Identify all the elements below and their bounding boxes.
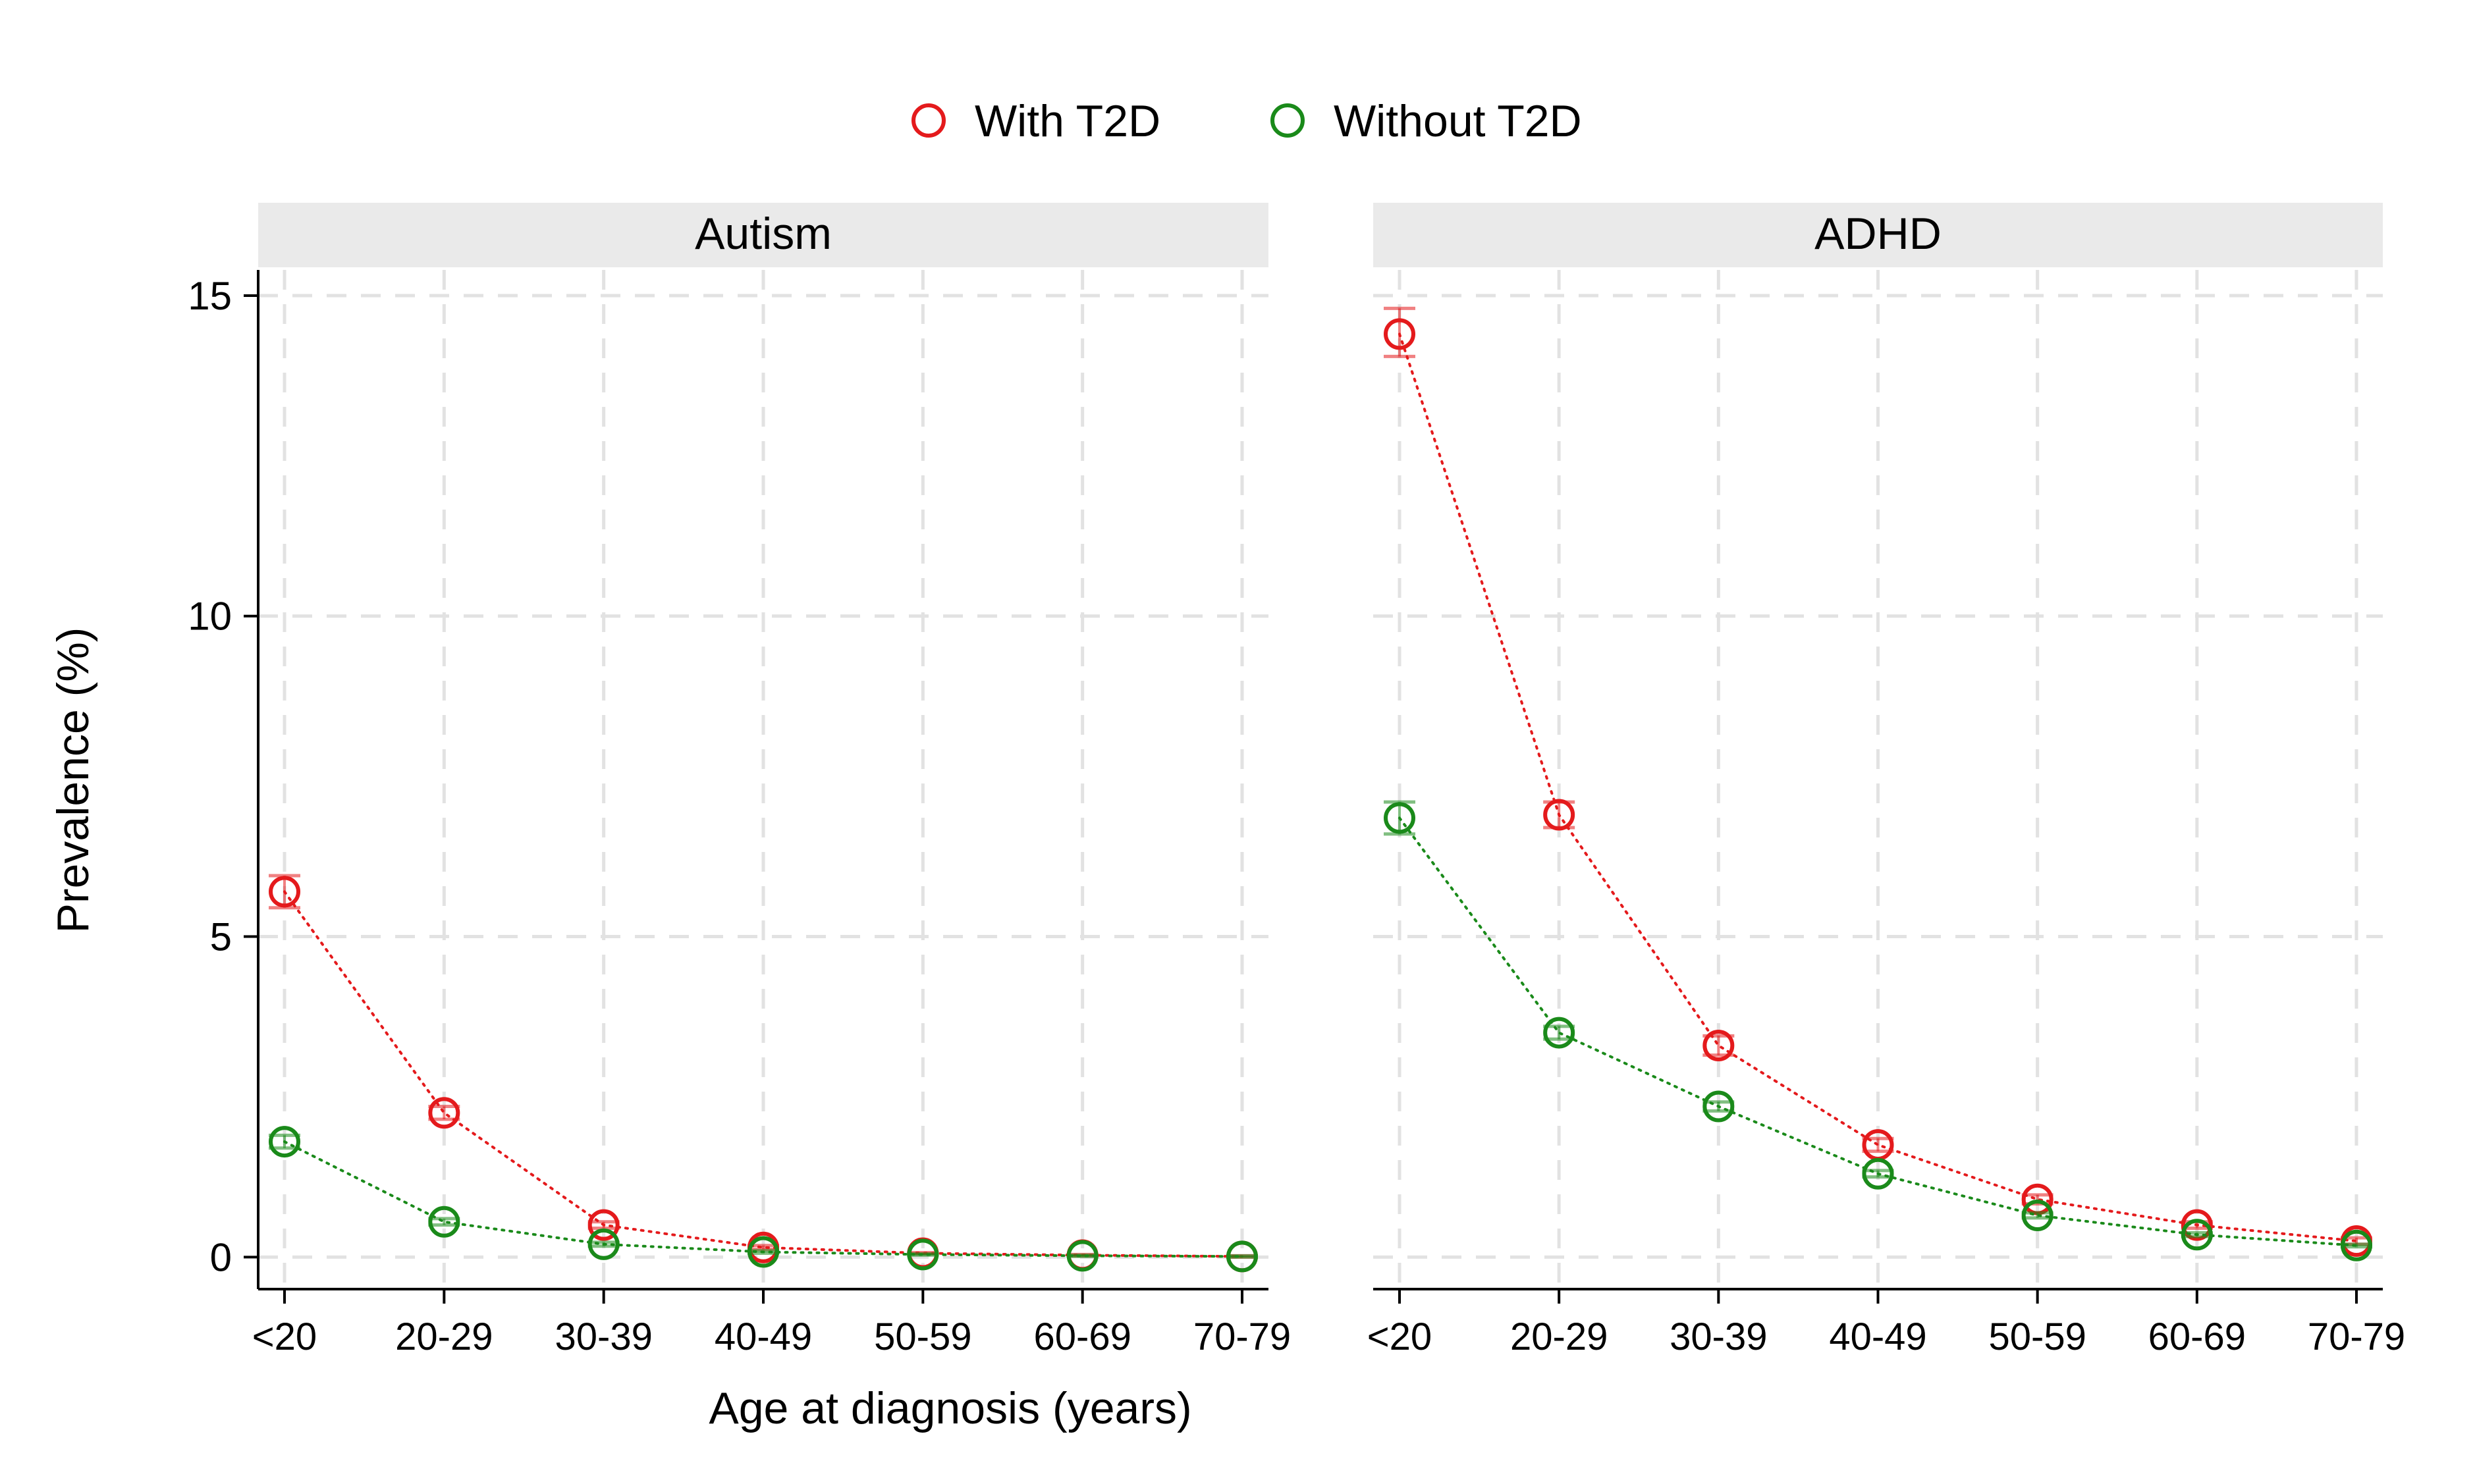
error-bar [907, 1252, 939, 1257]
y-axis-label: Prevalence (%) [48, 627, 98, 934]
x-tick-label: 50-59 [874, 1315, 971, 1358]
data-point [587, 1228, 620, 1260]
x-axis-label: Age at diagnosis (years) [709, 1383, 1191, 1433]
error-bar [1226, 1254, 1258, 1259]
error-bar [587, 1240, 620, 1248]
x-tick-label: 30-39 [1670, 1315, 1767, 1358]
data-point [1702, 1090, 1735, 1123]
data-point [269, 876, 300, 908]
data-point [1226, 1240, 1258, 1273]
data-point [1862, 1157, 1894, 1190]
data-point [2341, 1229, 2372, 1261]
data-point [2181, 1219, 2213, 1251]
y-tick-label: 0 [210, 1235, 232, 1279]
y-tick-label: 5 [210, 915, 232, 959]
error-bar [2021, 1211, 2053, 1220]
error-bar [1384, 800, 1415, 836]
y-tick-label: 15 [188, 274, 232, 318]
data-point [1384, 318, 1415, 350]
error-bar [2181, 1231, 2213, 1238]
panel-strip [258, 203, 1268, 267]
error-bar [1862, 1169, 1894, 1179]
x-tick-label: <20 [1367, 1315, 1432, 1358]
data-point [1543, 799, 1575, 831]
data-point [1066, 1240, 1099, 1272]
legend-marker-1 [1270, 103, 1305, 138]
panel-autism: Autism <20 20-29 30-39 40-49 50-59 60-69 70-79 0… [188, 203, 1291, 1358]
legend: With T2D Without T2D [911, 96, 1582, 146]
x-tick-label: 70-79 [1193, 1315, 1291, 1358]
data-point [428, 1206, 460, 1238]
data-point [587, 1209, 620, 1241]
x-tick-label: <20 [252, 1315, 317, 1358]
panel-strip [1373, 203, 2383, 267]
legend-marker-0 [911, 103, 946, 138]
panel-adhd: ADHD <20 20-29 30-39 40-49 50-59 60-69 70-79 [1367, 203, 2405, 1358]
legend-label-1: Without T2D [1334, 96, 1582, 146]
error-bar [2341, 1242, 2372, 1249]
legend-label-0: With T2D [975, 96, 1160, 146]
x-tick-label: 70-79 [2308, 1315, 2405, 1358]
y-tick-label: 10 [188, 595, 232, 639]
data-point [269, 1126, 300, 1158]
data-point [1543, 1017, 1575, 1049]
error-bar [428, 1217, 460, 1227]
error-bar [587, 1220, 620, 1231]
panel-title: Autism [695, 209, 832, 259]
data-point [748, 1236, 779, 1268]
x-tick-label: 30-39 [555, 1315, 652, 1358]
data-point [2021, 1200, 2053, 1232]
error-bar [748, 1249, 779, 1255]
panel-title: ADHD [1814, 209, 1942, 259]
data-point [2181, 1209, 2213, 1241]
error-bar [1066, 1253, 1099, 1258]
data-point [428, 1097, 460, 1129]
error-bar [1702, 1100, 1735, 1113]
x-tick-label: 40-49 [715, 1315, 812, 1358]
x-tick-label: 40-49 [1829, 1315, 1926, 1358]
x-tick-label: 20-29 [1510, 1315, 1608, 1358]
x-tick-label: 50-59 [1988, 1315, 2086, 1358]
data-point [1702, 1030, 1735, 1062]
data-point [907, 1238, 939, 1271]
x-tick-label: 60-69 [1033, 1315, 1131, 1358]
data-point [1384, 802, 1415, 834]
x-tick-label: 60-69 [2148, 1315, 2246, 1358]
x-tick-label: 20-29 [395, 1315, 493, 1358]
error-bar [269, 874, 300, 910]
